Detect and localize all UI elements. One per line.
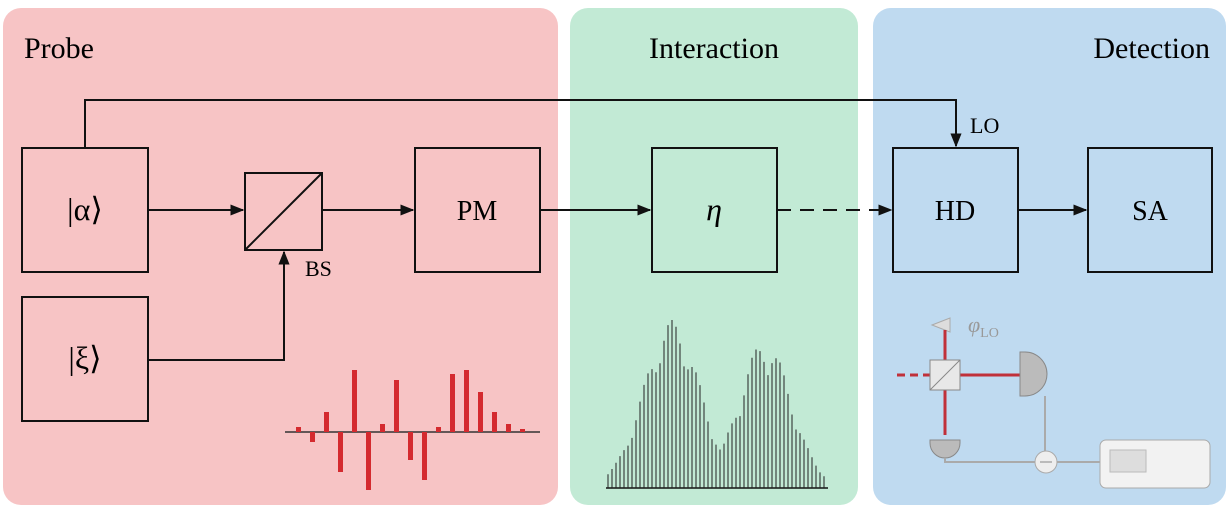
probe-panel (3, 8, 558, 505)
decor-bar (366, 432, 371, 490)
node-label: PM (457, 196, 498, 227)
node-label: η (706, 191, 722, 227)
node-label: |ξ⟩ (68, 340, 101, 376)
decor-bar (492, 412, 497, 432)
decor-bar (380, 424, 385, 432)
decor-bar (296, 427, 301, 432)
node-label: HD (935, 196, 975, 227)
decor-bar (352, 370, 357, 432)
node-label: |α⟩ (67, 191, 103, 227)
diagram: Probe Interaction Detection |α⟩ |ξ⟩ BS P… (0, 0, 1229, 506)
decor-bar (450, 374, 455, 432)
interaction-panel (570, 8, 858, 505)
phase-symbol: φ (968, 312, 980, 337)
phase-subscript: LO (980, 326, 999, 341)
analyzer-screen (1110, 450, 1146, 472)
edge-label: LO (970, 113, 999, 138)
decor-bar (464, 370, 469, 432)
decor-bar (394, 380, 399, 432)
detection-panel (873, 8, 1226, 505)
decor-bar (506, 424, 511, 432)
panel-title: Probe (24, 32, 94, 65)
decor-bar (478, 392, 483, 432)
panel-title: Interaction (649, 32, 779, 65)
decor-bar (520, 429, 525, 432)
decor-bar (422, 432, 427, 480)
decor-bar (310, 432, 315, 442)
decor-bar (324, 412, 329, 432)
panel-title: Detection (1093, 32, 1210, 65)
decor-bar (338, 432, 343, 472)
decor-bar (408, 432, 413, 460)
decor-bar (436, 427, 441, 432)
node-label: BS (305, 256, 332, 281)
node-label: SA (1132, 196, 1169, 227)
